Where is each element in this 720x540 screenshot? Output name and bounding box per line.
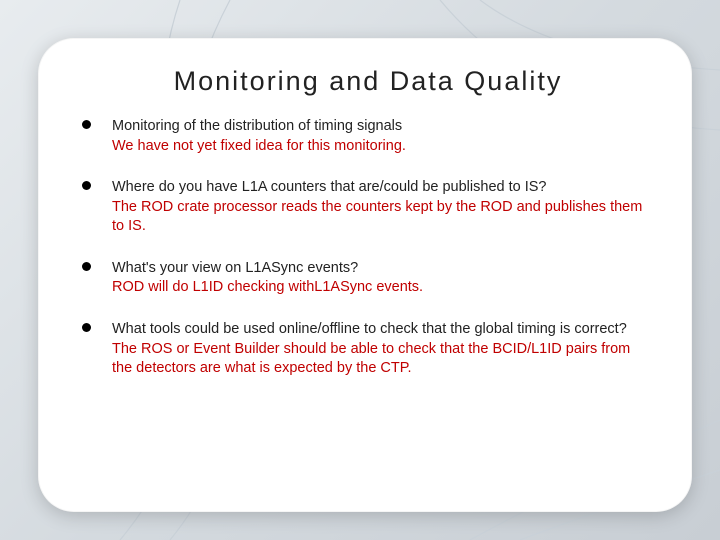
bullet-answer: The ROS or Event Builder should be able … bbox=[112, 340, 654, 379]
bullet-dot-icon bbox=[82, 262, 91, 271]
slide-title: Monitoring and Data Quality bbox=[82, 66, 654, 97]
bullet-answer: ROD will do L1ID checking withL1ASync ev… bbox=[112, 278, 654, 298]
slide-panel: Monitoring and Data Quality Monitoring o… bbox=[38, 38, 692, 512]
bullet-question: Where do you have L1A counters that are/… bbox=[112, 178, 654, 198]
bullet-dot-icon bbox=[82, 120, 91, 129]
bullet-answer: The ROD crate processor reads the counte… bbox=[112, 198, 654, 237]
bullet-question: What's your view on L1ASync events? bbox=[112, 259, 654, 279]
bullet-dot-icon bbox=[82, 323, 91, 332]
bullet-item: Where do you have L1A counters that are/… bbox=[82, 178, 654, 237]
bullet-list: Monitoring of the distribution of timing… bbox=[82, 117, 654, 379]
bullet-item: What tools could be used online/offline … bbox=[82, 320, 654, 379]
bullet-question: Monitoring of the distribution of timing… bbox=[112, 117, 654, 137]
bullet-answer: We have not yet fixed idea for this moni… bbox=[112, 137, 654, 157]
bullet-item: Monitoring of the distribution of timing… bbox=[82, 117, 654, 156]
bullet-item: What's your view on L1ASync events?ROD w… bbox=[82, 259, 654, 298]
bullet-question: What tools could be used online/offline … bbox=[112, 320, 654, 340]
bullet-dot-icon bbox=[82, 181, 91, 190]
